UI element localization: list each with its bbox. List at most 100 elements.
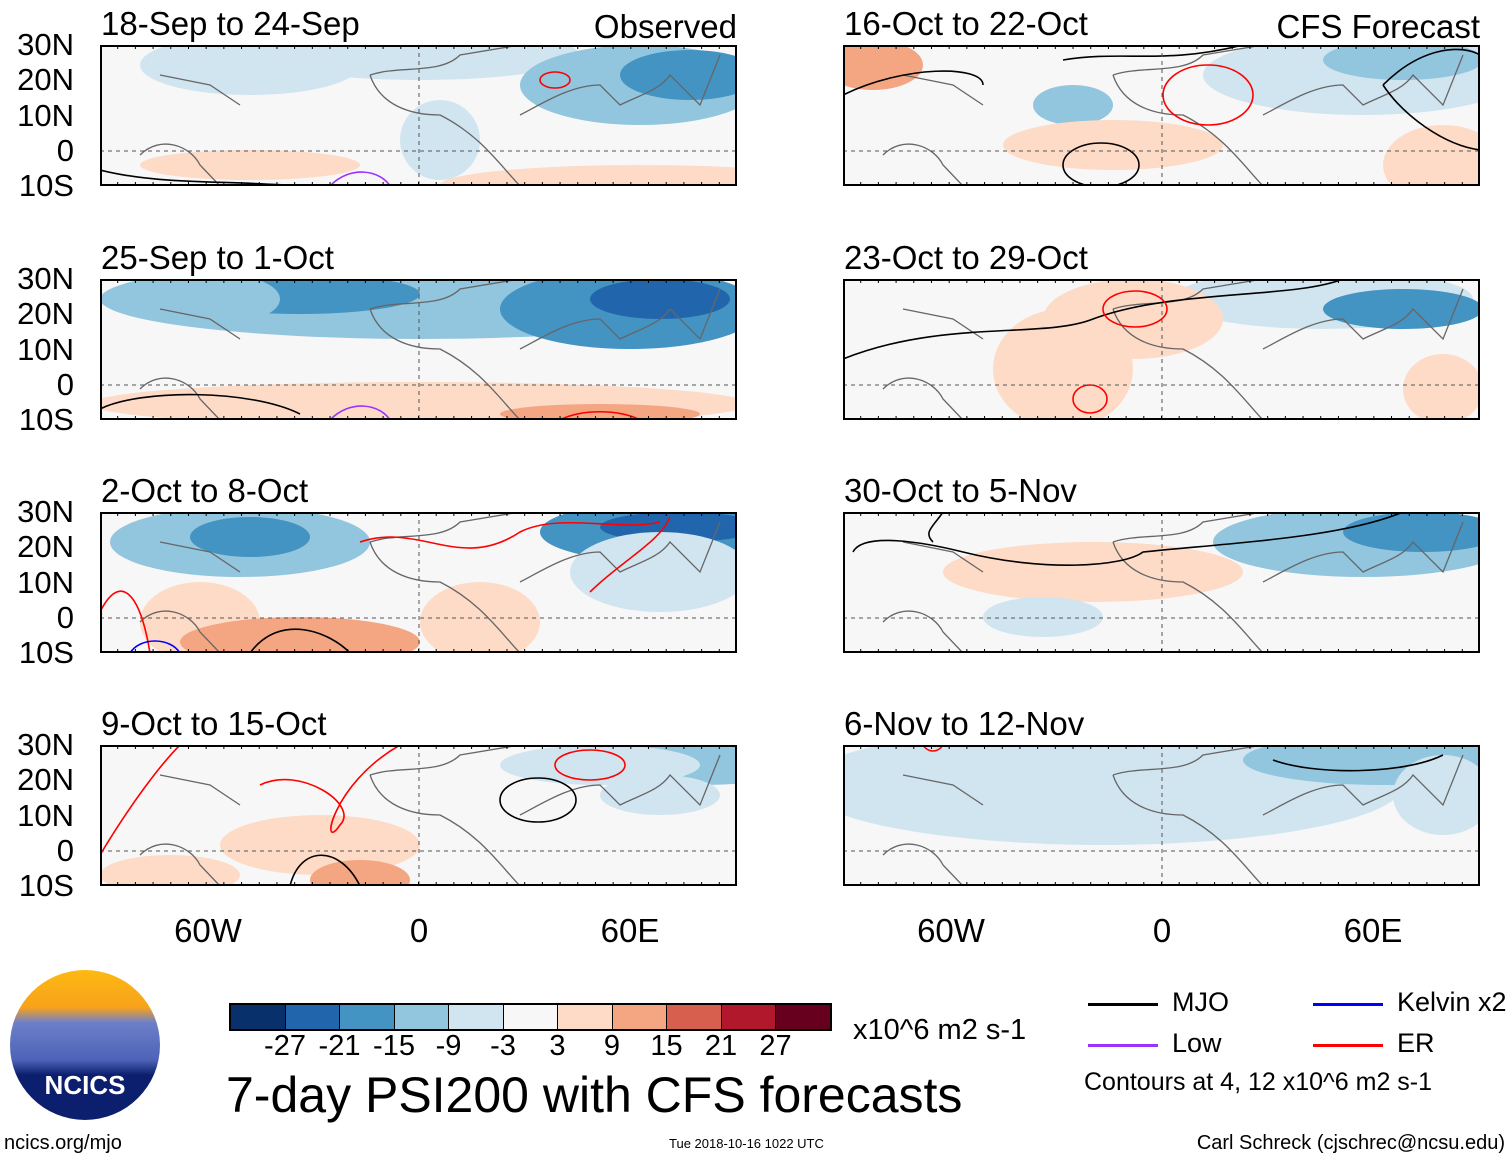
wave-contour: [1272, 754, 1444, 772]
map-panel: [843, 512, 1480, 653]
colorbar-swatch: [776, 1005, 830, 1029]
anomaly-shading: [843, 45, 923, 90]
longitude-label: 0: [409, 912, 429, 949]
latitude-label: 20N: [17, 296, 74, 332]
coastline: [139, 745, 721, 886]
coastline: [139, 512, 721, 653]
legend-line: [1088, 1044, 1158, 1047]
wave-contour: [289, 854, 361, 886]
latitude-label: 10N: [17, 797, 74, 833]
anomaly-shading: [1033, 85, 1113, 125]
longitude-label: 0: [1152, 912, 1172, 949]
legend-line: [1088, 1003, 1158, 1006]
colorbar-swatch: [667, 1005, 722, 1029]
wave-contour: [843, 70, 984, 96]
anomaly-shading: [1003, 120, 1223, 170]
wave-contour: [852, 512, 1404, 566]
latitude-label: 20N: [17, 62, 74, 98]
footer-author: Carl Schreck (cjschrec@ncsu.edu): [1196, 1132, 1505, 1154]
anomaly-shading: [180, 617, 420, 653]
colorbar-swatch: [285, 1005, 340, 1029]
coastline: [882, 45, 1464, 186]
map-panel: [843, 45, 1480, 186]
legend-label: Kelvin x2: [1397, 987, 1507, 1017]
latitude-label: 10S: [18, 168, 74, 203]
wave-contour: [559, 410, 641, 420]
logo-text: NCICS: [44, 1070, 126, 1100]
latitude-label: 10N: [17, 97, 74, 133]
coastline: [139, 279, 721, 420]
colorbar-tick-label: -27: [264, 1030, 306, 1062]
wave-contour: [554, 749, 626, 781]
panel-title: 25-Sep to 1-Oct: [101, 239, 334, 276]
wave-contour: [1162, 64, 1254, 126]
coastline: [882, 745, 1464, 886]
colorbar-tick-label: -21: [318, 1030, 361, 1062]
colorbar-tick-label: -3: [490, 1030, 516, 1062]
anomaly-shading: [190, 517, 310, 557]
anomaly-shading: [1383, 125, 1480, 186]
panel-title: 30-Oct to 5-Nov: [844, 472, 1077, 509]
wave-contour: [359, 521, 661, 549]
wave-contour: [539, 71, 571, 89]
colorbar-tick-label: 3: [549, 1030, 566, 1062]
anomaly-shading: [600, 775, 720, 815]
latitude-label: 0: [56, 832, 74, 868]
colorbar-swatch: [231, 1005, 286, 1029]
latitude-label: 10N: [17, 564, 74, 600]
legend-line: [1313, 1003, 1383, 1006]
legend-line: [1313, 1044, 1383, 1047]
coastline: [882, 512, 1464, 653]
colorbar: [229, 1003, 832, 1031]
anomaly-shading: [100, 855, 240, 886]
wave-contour: [129, 640, 181, 653]
latitude-label: 10N: [17, 331, 74, 367]
wave-contour: [249, 628, 351, 653]
panel-title: 23-Oct to 29-Oct: [844, 239, 1088, 276]
latitude-label: 0: [56, 366, 74, 402]
wave-contour: [843, 279, 1344, 360]
colorbar-tick-label: 21: [704, 1030, 738, 1062]
longitude-label: 60E: [1343, 912, 1403, 949]
colorbar-swatch: [340, 1005, 395, 1029]
map-panel: [100, 45, 737, 186]
wave-contour: [1072, 384, 1108, 414]
footer-timestamp: Tue 2018-10-16 1022 UTC: [669, 1136, 824, 1151]
anomaly-shading: [620, 50, 737, 100]
colorbar-tick-label: -15: [373, 1030, 415, 1062]
anomaly-shading: [993, 309, 1133, 420]
figure-title: 7-day PSI200 with CFS forecasts: [226, 1067, 963, 1123]
anomaly-shading: [1393, 755, 1480, 835]
anomaly-shading: [1323, 289, 1480, 329]
legend-label: MJO: [1172, 987, 1229, 1017]
wave-contour: [1102, 290, 1168, 328]
latitude-label: 10S: [18, 635, 74, 670]
wave-contour: [100, 393, 301, 415]
longitude-label: 60W: [174, 912, 242, 949]
latitude-label: 30N: [17, 727, 74, 762]
longitude-label: 60E: [600, 912, 660, 949]
colorbar-swatch: [612, 1005, 667, 1029]
anomaly-shading: [590, 279, 730, 319]
colorbar-units: x10^6 m2 s-1: [853, 1014, 1027, 1046]
wave-contour: [1062, 142, 1140, 186]
panel-source-label: Observed: [593, 8, 737, 45]
ncics-logo: NCICS: [10, 970, 160, 1120]
legend-label: ER: [1397, 1028, 1435, 1058]
latitude-label: 0: [56, 132, 74, 168]
wave-contour: [329, 171, 391, 186]
map-panel: [843, 745, 1480, 886]
colorbar-tick-label: 9: [603, 1030, 621, 1062]
panel-source-label: CFS Forecast: [1276, 8, 1480, 45]
latitude-label: 20N: [17, 529, 74, 565]
anomaly-shading: [1403, 354, 1480, 420]
wave-contour: [100, 745, 181, 856]
colorbar-swatch: [721, 1005, 776, 1029]
wave-contour: [329, 405, 391, 420]
latitude-label: 30N: [17, 261, 74, 296]
anomaly-shading: [140, 150, 360, 180]
colorbar-tick-label: 15: [650, 1030, 683, 1062]
wave-contour: [259, 745, 401, 833]
panel-title: 6-Nov to 12-Nov: [844, 705, 1085, 742]
map-panel: [100, 279, 737, 420]
